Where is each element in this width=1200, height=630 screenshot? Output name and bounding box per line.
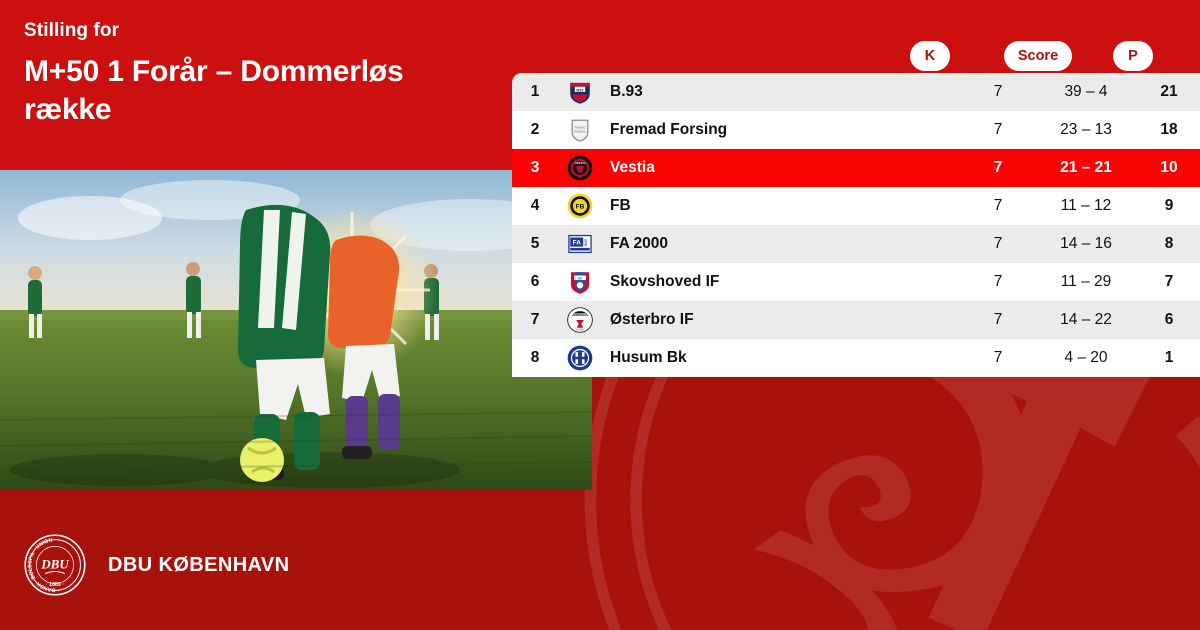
row-goal-score: 23 – 13 <box>1060 121 1112 138</box>
row-team-name: FB <box>610 197 631 214</box>
row-points: 8 <box>1164 235 1174 252</box>
svg-text:2000: 2000 <box>584 239 588 246</box>
row-matches-played: 7 <box>993 273 1003 290</box>
svg-text:FORSING: FORSING <box>574 130 586 134</box>
row-goal-score: 21 – 21 <box>1060 159 1112 176</box>
row-team-name: Husum Bk <box>610 349 687 366</box>
svg-text:IF 1894: IF 1894 <box>576 329 584 331</box>
table-row[interactable]: 4 FB FB 7 11 – 12 9 <box>512 187 1200 225</box>
husum-logo <box>558 345 602 371</box>
row-matches-played: 7 <box>993 197 1003 214</box>
row-team-name: Fremad Forsing <box>610 121 728 138</box>
column-header-k: K <box>910 41 950 71</box>
column-header-score: Score <box>1004 41 1072 71</box>
fb-logo: FB <box>558 193 602 219</box>
row-position: 1 <box>530 83 540 100</box>
table-row[interactable]: 1 B93 B.93 7 39 – 4 21 <box>512 73 1200 111</box>
row-matches-played: 7 <box>993 83 1003 100</box>
row-position: 2 <box>530 121 540 138</box>
row-points: 7 <box>1164 273 1174 290</box>
fremad-forsing-logo: FREMAD FORSING <box>558 117 602 143</box>
dbu-logo-icon: DANSK · BOLDSPIL · UNION DBU · 1889 · <box>24 534 86 596</box>
footer: DANSK · BOLDSPIL · UNION DBU · 1889 · DB… <box>24 534 290 596</box>
table-row[interactable]: 3 VESTIA Vestia 7 21 – 21 10 <box>512 149 1200 187</box>
row-position: 5 <box>530 235 540 252</box>
table-row[interactable]: 5 FA 2000 FA 2000 7 14 – 16 8 <box>512 225 1200 263</box>
skovshoved-logo: SIF <box>558 269 602 295</box>
row-goal-score: 11 – 12 <box>1060 197 1112 214</box>
row-matches-played: 7 <box>993 349 1003 366</box>
row-points: 21 <box>1160 83 1178 100</box>
svg-text:VESTIA: VESTIA <box>575 161 585 165</box>
row-points: 6 <box>1164 311 1174 328</box>
b93-logo: B93 <box>558 79 602 105</box>
column-header-p: P <box>1113 41 1153 71</box>
row-team-name: B.93 <box>610 83 643 100</box>
row-position: 6 <box>530 273 540 290</box>
row-matches-played: 7 <box>993 311 1003 328</box>
svg-text:FB: FB <box>576 204 585 211</box>
row-matches-played: 7 <box>993 121 1003 138</box>
standings-table: 1 B93 B.93 7 39 – 4 21 2 FREMAD FORSING Fremad Fo… <box>512 73 1200 377</box>
row-position: 4 <box>530 197 540 214</box>
table-row[interactable]: 2 FREMAD FORSING Fremad Forsing 7 23 – 13 18 <box>512 111 1200 149</box>
row-team-name: Vestia <box>610 159 655 176</box>
fa2000-logo: FA 2000 <box>558 231 602 257</box>
row-goal-score: 39 – 4 <box>1064 83 1108 100</box>
svg-text:DBU: DBU <box>40 557 69 572</box>
svg-text:SIF: SIF <box>578 276 583 280</box>
row-matches-played: 7 <box>993 159 1003 176</box>
osterbro-logo: ØSTERBRO IF 1894 <box>558 307 602 333</box>
row-position: 3 <box>530 159 540 176</box>
svg-text:· 1889 ·: · 1889 · <box>46 582 64 588</box>
svg-text:B93: B93 <box>576 87 584 92</box>
row-points: 1 <box>1164 349 1174 366</box>
row-goal-score: 14 – 16 <box>1060 235 1112 252</box>
row-team-name: FA 2000 <box>610 235 669 252</box>
table-row[interactable]: 8 Husum Bk 7 4 – 20 1 <box>512 339 1200 377</box>
vestia-logo: VESTIA <box>558 155 602 181</box>
header-text-block: Stilling for M+50 1 Forår – Dommerløs ræ… <box>24 20 494 129</box>
row-team-name: Østerbro IF <box>610 311 694 328</box>
table-row[interactable]: 7 ØSTERBRO IF 1894 Østerbro IF 7 14 – 22 6 <box>512 301 1200 339</box>
football-photo <box>0 170 592 490</box>
svg-text:FA: FA <box>573 240 582 247</box>
table-row[interactable]: 6 SIF Skovshoved IF 7 11 – 29 7 <box>512 263 1200 301</box>
footer-organisation: DBU KØBENHAVN <box>108 553 290 576</box>
svg-text:FREMAD: FREMAD <box>575 126 586 130</box>
row-goal-score: 4 – 20 <box>1064 349 1108 366</box>
row-team-name: Skovshoved IF <box>610 273 720 290</box>
page-title: M+50 1 Forår – Dommerløs række <box>24 54 404 126</box>
row-matches-played: 7 <box>993 235 1003 252</box>
row-goal-score: 11 – 29 <box>1060 273 1112 290</box>
row-points: 10 <box>1160 159 1178 176</box>
row-goal-score: 14 – 22 <box>1060 311 1112 328</box>
svg-text:ØSTERBRO: ØSTERBRO <box>572 312 590 316</box>
row-position: 7 <box>530 311 540 328</box>
row-points: 18 <box>1160 121 1178 138</box>
row-points: 9 <box>1164 197 1174 214</box>
row-position: 8 <box>530 349 540 366</box>
header-kicker: Stilling for <box>24 20 120 41</box>
